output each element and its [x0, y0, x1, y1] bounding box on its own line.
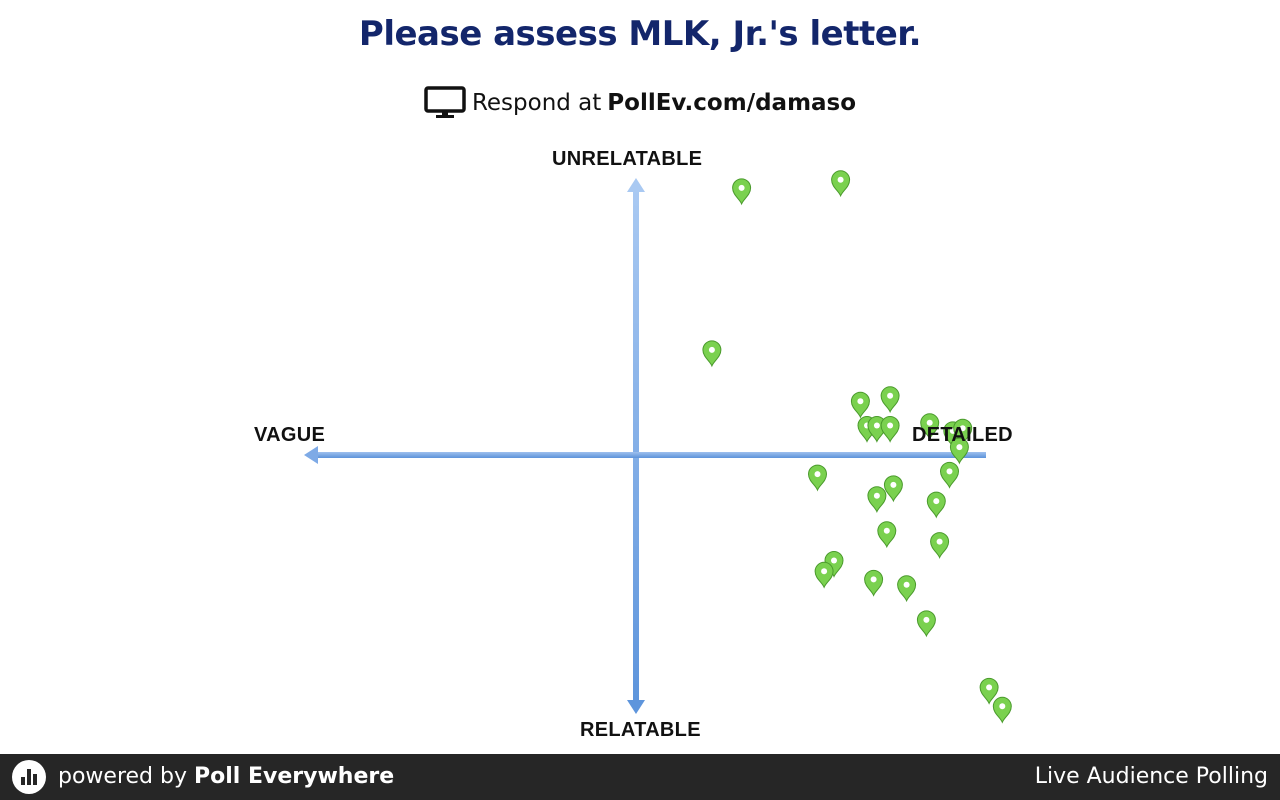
response-pin	[807, 464, 828, 492]
vertical-axis-arrow-bottom	[627, 700, 645, 714]
respond-prefix: Respond at	[471, 90, 602, 116]
vertical-axis-arrow-top	[627, 178, 645, 192]
map-pin-dot	[999, 703, 1006, 710]
map-pin-icon	[702, 340, 722, 368]
vertical-axis	[633, 190, 639, 700]
footer-bar: powered by Poll Everywhere Live Audience…	[0, 754, 1280, 800]
powered-prefix: powered by	[58, 764, 187, 789]
response-pin	[814, 561, 834, 589]
map-pin-icon	[814, 561, 834, 589]
map-pin-dot	[831, 557, 837, 564]
response-pin	[702, 340, 722, 368]
map-pin-dot	[923, 616, 930, 623]
map-pin-dot	[959, 425, 966, 432]
response-pin	[930, 532, 950, 559]
response-pin	[732, 178, 752, 206]
response-pin	[916, 610, 936, 638]
poll-everywhere-logo-icon	[12, 760, 46, 794]
response-pin	[979, 677, 999, 705]
map-pin-icon	[939, 461, 960, 489]
axis-label-top: UNRELATABLE	[552, 148, 703, 170]
map-pin-dot	[903, 581, 910, 588]
response-pin	[877, 521, 897, 549]
response-pins	[702, 170, 1012, 724]
respond-instructions: Respond at PollEv.com/damaso	[0, 86, 1280, 120]
map-pin-icon	[979, 677, 999, 705]
response-pin	[883, 475, 903, 503]
response-pin	[953, 418, 973, 446]
footer-tagline: Live Audience Polling	[1034, 764, 1268, 789]
map-pin-icon	[877, 521, 897, 549]
map-pin-dot	[887, 422, 894, 429]
map-pin-icon	[864, 569, 884, 597]
map-pin-icon	[732, 178, 752, 206]
map-pin-dot	[956, 444, 963, 451]
response-pin	[880, 416, 900, 443]
map-pin-icon	[867, 486, 887, 514]
map-pin-dot	[870, 576, 877, 583]
map-pin-dot	[946, 468, 953, 475]
map-pin-dot	[873, 492, 880, 499]
response-pin	[850, 391, 870, 419]
map-pin-icon	[850, 391, 870, 419]
map-pin-icon	[883, 475, 903, 503]
response-pin	[864, 569, 884, 597]
map-pin-icon	[807, 464, 828, 492]
response-pin	[949, 437, 969, 465]
map-pin-dot	[708, 346, 715, 353]
map-pin-dot	[926, 419, 933, 426]
axis-label-left: VAGUE	[254, 424, 326, 446]
horizontal-axis	[316, 452, 986, 458]
map-pin-dot	[890, 481, 897, 488]
map-pin-dot	[936, 538, 943, 545]
response-pin	[920, 413, 940, 441]
map-pin-dot	[738, 184, 745, 191]
map-pin-icon	[949, 437, 969, 465]
horizontal-axis-arrow-left	[304, 446, 318, 464]
map-pin-icon	[926, 491, 946, 519]
map-pin-icon	[916, 610, 936, 638]
map-pin-icon	[920, 413, 940, 441]
map-pin-dot	[986, 684, 993, 691]
response-pin	[992, 696, 1012, 724]
map-pin-dot	[883, 527, 890, 534]
page-title: Please assess MLK, Jr.'s letter.	[358, 14, 922, 54]
map-pin-dot	[837, 176, 844, 183]
response-pin	[897, 575, 917, 603]
map-pin-icon	[930, 532, 950, 559]
map-pin-icon	[880, 416, 900, 443]
map-pin-dot	[873, 422, 880, 429]
axes	[304, 178, 986, 714]
axis-label-right: DETAILED	[912, 424, 1013, 446]
response-pin	[867, 486, 887, 514]
response-pin	[926, 491, 946, 519]
map-pin-icon	[880, 386, 900, 414]
map-pin-dot	[814, 471, 821, 478]
response-pin	[939, 461, 960, 489]
map-pin-dot	[933, 498, 940, 505]
powered-by-text[interactable]: powered by Poll Everywhere	[58, 764, 394, 789]
map-pin-icon	[992, 696, 1012, 724]
map-pin-dot	[821, 568, 828, 575]
map-pin-icon	[897, 575, 917, 603]
map-pin-dot	[857, 398, 864, 405]
map-pin-dot	[887, 392, 894, 399]
response-pin	[880, 386, 900, 414]
powered-brand: Poll Everywhere	[194, 764, 395, 789]
respond-url[interactable]: PollEv.com/damaso	[607, 90, 857, 116]
axis-label-bottom: RELATABLE	[580, 719, 701, 741]
map-pin-icon	[831, 170, 851, 198]
monitor-icon	[424, 86, 466, 118]
map-pin-icon	[953, 418, 973, 446]
response-pin	[831, 170, 851, 198]
